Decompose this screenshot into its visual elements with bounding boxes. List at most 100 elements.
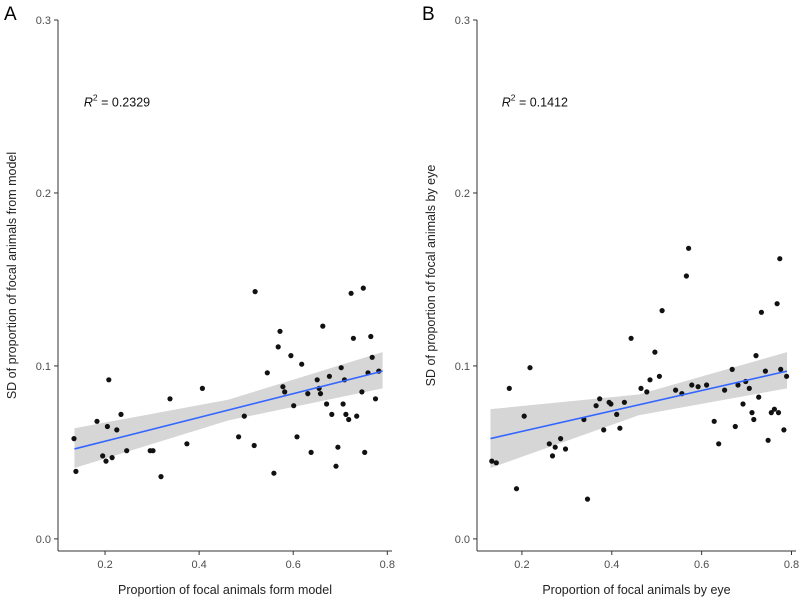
panel-a-data-point xyxy=(333,463,339,469)
panel-a-data-point xyxy=(94,418,100,424)
panel-b-data-point xyxy=(758,309,765,315)
panel-a-y-tick-label: 0.3 xyxy=(36,15,51,27)
panel-a-data-point xyxy=(264,370,270,376)
panel-b-data-point xyxy=(751,416,757,423)
panel-b-data-point xyxy=(549,453,556,459)
panel-a-x-axis-title: Proportion of focal animals form model xyxy=(118,583,332,597)
panel-b-data-point xyxy=(765,437,771,443)
panel-a-data-point xyxy=(368,333,374,340)
panel-a-data-point xyxy=(369,354,375,360)
panel-b-data-point xyxy=(746,385,752,391)
panel-b-data-point xyxy=(527,365,533,371)
panel-a-data-point xyxy=(251,442,257,449)
panel-b-y-tick-label: 0.2 xyxy=(455,188,470,200)
panel-a-letter: A xyxy=(4,4,17,25)
panel-a-data-point xyxy=(288,353,294,359)
panel-a-data-point xyxy=(359,389,365,395)
panel-b-ci-band xyxy=(490,352,788,468)
panel-b-data-point xyxy=(521,413,527,419)
panel-a-data-point xyxy=(340,401,346,407)
panel-a-data-point xyxy=(103,458,109,464)
panel-b-ticks: 0.0 0.1 0.2 0.3 0.2 0.4 0.6 0.8 xyxy=(455,15,799,571)
panel-a-data-point xyxy=(106,377,112,383)
panel-b-y-tick-label: 0.1 xyxy=(455,361,470,373)
panel-a-data-point xyxy=(346,416,352,423)
panel-a-x-tick-label: 0.4 xyxy=(191,559,206,571)
panel-a-data-point xyxy=(109,455,115,461)
panel-b-x-tick-label: 0.8 xyxy=(784,559,799,571)
panel-b-fit-line-group xyxy=(490,370,788,440)
panel-b-data-point xyxy=(673,387,679,393)
panel-b-data-point xyxy=(771,406,778,412)
panel-a-data-point xyxy=(100,453,106,459)
panel-b-data-point xyxy=(762,368,769,374)
panel-b-data-point xyxy=(686,245,692,251)
panel-b-x-tick-label: 0.2 xyxy=(514,559,529,571)
panel-b-data-point xyxy=(652,349,658,355)
panel-a-data-point xyxy=(291,403,297,409)
panel-a-y-axis-title: SD of proportion of focal animals from m… xyxy=(5,152,19,399)
panel-b-x-tick-label: 0.6 xyxy=(694,559,709,571)
panel-b-y-tick-label: 0.0 xyxy=(455,534,470,546)
panel-b-data-point xyxy=(753,353,759,359)
panel-a-data-point xyxy=(305,391,311,397)
panel-b-data-point xyxy=(756,394,762,400)
panel-a-data-point xyxy=(343,411,349,417)
panel-b-x-axis-title: Proportion of focal animals by eye xyxy=(542,583,730,597)
panel-b-letter: B xyxy=(422,4,435,25)
panel-b-data-point xyxy=(644,389,650,395)
panel-b-axes xyxy=(476,20,796,552)
panel-a-x-tick-label: 0.2 xyxy=(97,559,112,571)
panel-b-data-point xyxy=(617,425,623,431)
panel-b-data-point xyxy=(695,384,701,390)
panel-b-data-point xyxy=(704,382,710,388)
panel-a-data-point xyxy=(199,385,205,391)
panel-a-data-point xyxy=(236,434,242,440)
panel-b-data-point xyxy=(774,301,780,307)
panel-a-ticks: 0.0 0.1 0.2 0.3 0.2 0.4 0.6 0.8 xyxy=(36,15,395,571)
panel-a-y-tick-label: 0.2 xyxy=(36,188,51,200)
panel-a-y-tick-label: 0.1 xyxy=(36,361,51,373)
panel-b-data-point xyxy=(722,387,728,393)
panel-b-data-point xyxy=(593,403,599,409)
panel-b-data-point xyxy=(656,373,663,379)
panel-b-data-point xyxy=(732,423,738,430)
panel-a-data-point xyxy=(118,411,124,417)
panel-b-data-point xyxy=(628,335,634,341)
panel-b-data-point xyxy=(489,458,495,464)
panel-b-data-point xyxy=(506,385,512,391)
panel-b-data-point xyxy=(777,256,783,262)
panel-a-data-point xyxy=(150,448,156,454)
panel-b-data-point xyxy=(597,396,603,402)
panel-a-data-point xyxy=(71,436,77,442)
panel-a-data-point xyxy=(252,289,258,295)
panel-b-data-point xyxy=(775,410,782,416)
panel-a-data-point xyxy=(73,468,79,474)
panel-b-data-point xyxy=(608,401,614,407)
panel-a-data-point xyxy=(354,413,360,419)
panel-b-y-tick-label: 0.3 xyxy=(455,15,470,27)
panel-b-points xyxy=(489,245,790,502)
panel-b-data-point xyxy=(513,486,520,492)
panel-a-data-point xyxy=(335,444,341,450)
panel-b-data-point xyxy=(749,410,755,416)
panel-a-data-point xyxy=(314,377,320,383)
panel-b-data-point xyxy=(621,399,628,405)
panel-b-data-point xyxy=(584,496,591,502)
panel-a-data-point xyxy=(362,449,368,455)
panel-a-data-point xyxy=(317,391,324,397)
panel-b-data-point xyxy=(683,273,690,279)
panel-b-data-point xyxy=(493,460,499,466)
panel-a-x-tick-label: 0.6 xyxy=(286,559,301,571)
panel-b-data-point xyxy=(740,401,746,407)
panel-b-data-point xyxy=(546,441,552,447)
panel-b-data-point xyxy=(778,366,784,372)
panel-b-data-point xyxy=(562,446,569,452)
panel-a-data-point xyxy=(348,290,354,296)
panel-b-data-point xyxy=(614,411,620,417)
panel-b-y-axis-title: SD of proportion of focal animals by eye xyxy=(424,165,438,387)
panel-a-data-point xyxy=(338,365,344,371)
panel-b-r2-annotation: R2 = 0.1412 xyxy=(502,92,568,109)
panel-a-r2-annotation: R2 = 0.2329 xyxy=(84,92,150,109)
